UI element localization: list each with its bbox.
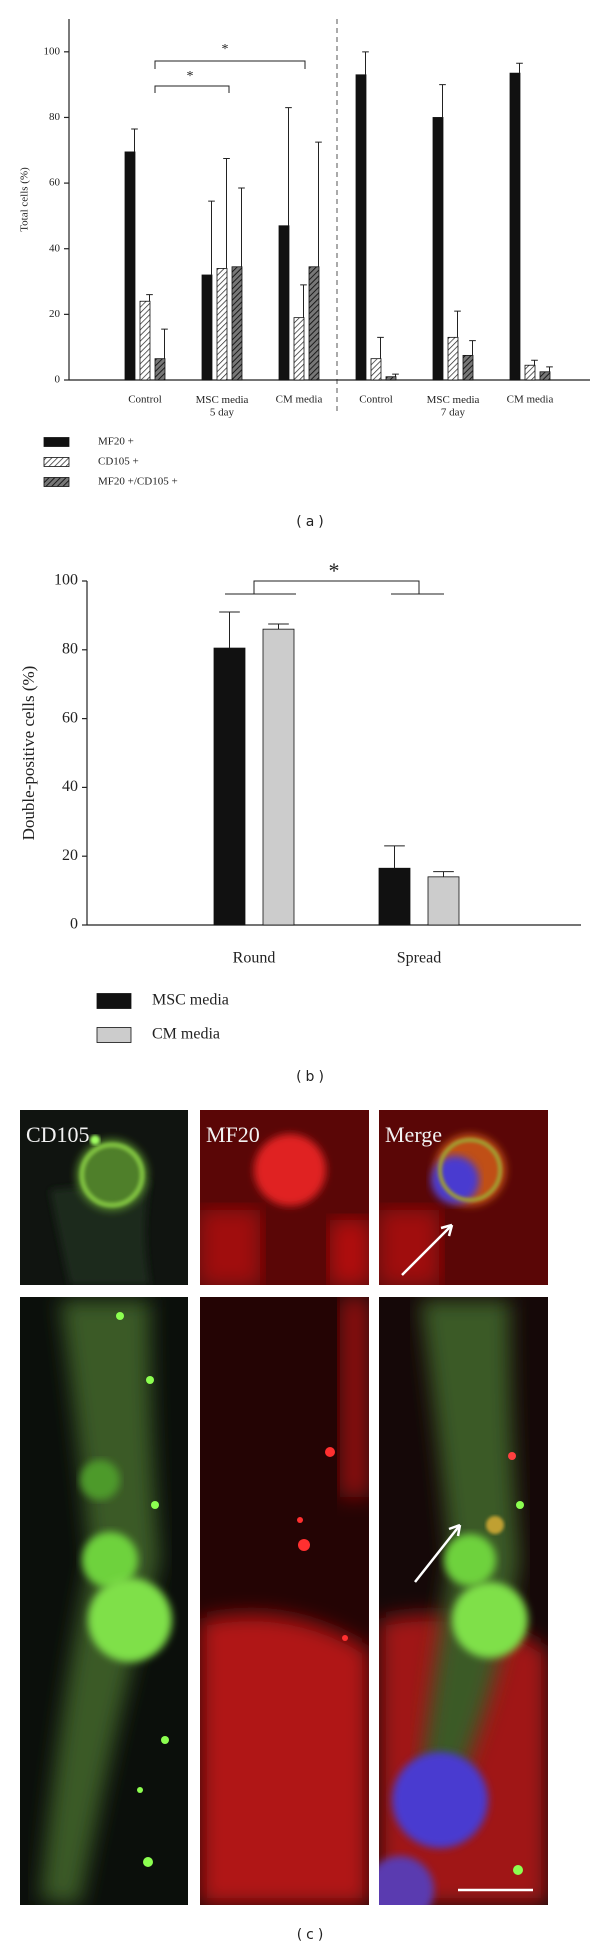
- legend-label: CD105 +: [98, 456, 139, 468]
- legend-label: CM media: [152, 1026, 220, 1043]
- bar: [293, 317, 305, 381]
- x-tick-label: Round: [233, 950, 276, 967]
- legend-swatch: [96, 993, 132, 1009]
- bar: [262, 628, 295, 926]
- y-tick-label: 40: [62, 778, 78, 795]
- error-bar: [223, 157, 230, 269]
- bar: [355, 74, 367, 381]
- micrograph: [200, 1297, 369, 1905]
- arrow: [401, 1224, 453, 1276]
- error-bar: [384, 845, 405, 869]
- error-bar: [268, 623, 289, 630]
- channel-label: Merge: [385, 1122, 442, 1147]
- bar: [124, 151, 136, 381]
- error-bar: [300, 284, 307, 318]
- x-tick-label: MSC media 5 day: [196, 394, 249, 419]
- bracket: [225, 580, 444, 595]
- error-bar: [131, 128, 138, 152]
- y-tick-label: 60: [49, 177, 61, 189]
- x-tick-label: MSC media 7 day: [427, 394, 480, 419]
- bracket: [154, 60, 306, 69]
- error-bar: [439, 84, 446, 118]
- y-tick-label: 0: [55, 374, 61, 386]
- error-bar: [516, 62, 523, 74]
- caption: (b): [296, 1069, 328, 1085]
- legend-label: MF20 +: [98, 436, 134, 448]
- bar: [216, 268, 228, 381]
- bar: [213, 647, 246, 926]
- y-tick-label: 40: [49, 242, 61, 254]
- legend-label: MF20 +/CD105 +: [98, 476, 178, 488]
- y-axis-label: Total cells (%): [19, 167, 31, 232]
- bar: [370, 358, 382, 381]
- legend-swatch: [96, 1027, 132, 1043]
- annotation: *: [222, 42, 229, 57]
- bar: [385, 376, 397, 381]
- y-tick-label: 100: [44, 45, 61, 57]
- x-tick-label: Control: [128, 394, 162, 406]
- error-bar: [219, 611, 240, 649]
- bar: [378, 867, 411, 926]
- error-bar: [546, 366, 553, 372]
- error-bar: [531, 359, 538, 366]
- micrograph: [20, 1297, 188, 1905]
- y-axis-label: Double-positive cells (%): [19, 666, 38, 841]
- micrograph: [200, 1110, 369, 1285]
- arrow: [414, 1524, 461, 1583]
- x-tick-label: Spread: [397, 950, 441, 967]
- channel-label: CD105: [26, 1122, 90, 1147]
- bar: [139, 300, 151, 381]
- bar: [539, 371, 551, 381]
- bar: [462, 354, 474, 381]
- bar: [278, 225, 290, 381]
- y-tick-label: 20: [62, 847, 78, 864]
- legend-swatch: [43, 477, 70, 487]
- caption: (c): [297, 1927, 328, 1943]
- bar: [231, 266, 243, 381]
- error-bar: [161, 328, 168, 359]
- error-bar: [238, 187, 245, 267]
- bar: [427, 876, 460, 926]
- y-tick-label: 100: [54, 572, 78, 589]
- legend-swatch: [43, 457, 70, 467]
- error-bar: [454, 310, 461, 338]
- y-tick-label: 80: [62, 640, 78, 657]
- bar: [201, 274, 213, 381]
- y-tick-label: 80: [49, 111, 61, 123]
- error-bar: [433, 871, 454, 877]
- legend-label: MSC media: [152, 992, 229, 1009]
- micrograph: [379, 1110, 548, 1285]
- y-tick-label: 20: [49, 308, 61, 320]
- y-tick-label: 60: [62, 709, 78, 726]
- error-bar: [315, 141, 322, 267]
- x-tick-label: CM media: [276, 394, 323, 406]
- error-bar: [377, 336, 384, 359]
- bracket: [154, 85, 230, 93]
- error-bar: [285, 107, 292, 226]
- caption: (a): [296, 514, 328, 530]
- error-bar: [469, 340, 476, 356]
- y-tick-label: 0: [70, 916, 78, 933]
- error-bar: [362, 51, 369, 75]
- annotation: *: [187, 69, 194, 84]
- bar: [154, 358, 166, 381]
- error-bar: [208, 200, 215, 275]
- annotation: *: [329, 558, 340, 583]
- micrograph: [379, 1297, 548, 1905]
- x-tick-label: CM media: [507, 394, 554, 406]
- x-tick-label: Control: [359, 394, 393, 406]
- error-bar: [146, 294, 153, 302]
- legend-swatch: [43, 437, 70, 447]
- bar: [447, 336, 459, 381]
- bar: [432, 117, 444, 381]
- micrograph: [20, 1110, 188, 1285]
- bar: [308, 266, 320, 381]
- bar: [509, 72, 521, 381]
- error-bar: [392, 373, 399, 377]
- bar: [524, 364, 536, 381]
- channel-label: MF20: [206, 1122, 260, 1147]
